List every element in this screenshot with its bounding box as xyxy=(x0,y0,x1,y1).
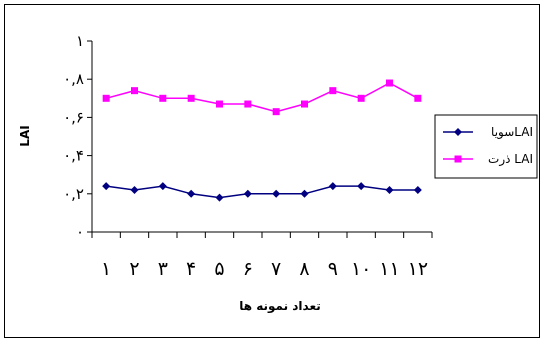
x-tick-label: ۱۲ xyxy=(408,258,428,280)
data-point xyxy=(158,182,167,191)
data-point xyxy=(243,189,252,198)
series-1 xyxy=(102,182,422,202)
x-tick-label: ۷ xyxy=(271,258,281,280)
data-point xyxy=(215,193,224,202)
legend-label: ذرت LAI xyxy=(488,152,533,167)
data-point xyxy=(300,189,309,198)
y-tick-label: ۰,۸ xyxy=(63,70,84,88)
data-point xyxy=(244,100,252,108)
legend: سویاLAI ذرت LAI xyxy=(434,114,538,179)
x-tick-label: ۲ xyxy=(129,258,139,280)
y-axis-title: LAI xyxy=(18,125,32,146)
data-point xyxy=(159,94,167,102)
data-point xyxy=(187,189,196,198)
y-tick-label: ۰,۴ xyxy=(63,147,84,165)
data-point xyxy=(329,87,337,95)
chart-frame: ۰ ۰,۲ ۰,۴ ۰,۶ ۰,۸ ۱ ۱ ۲ ۳ ۴ ۵ ۶ ۷ ۸ ۹ ۱۰ ۱۱ ۱۲ LAI تعداد… xyxy=(4,4,540,338)
data-point xyxy=(102,182,111,191)
data-point xyxy=(131,87,138,95)
x-tick-label: ۸ xyxy=(299,258,309,280)
y-tick-label: ۰ xyxy=(76,223,84,241)
x-tick-label: ۵ xyxy=(214,258,224,280)
y-tick-label: ۰,۲ xyxy=(63,185,84,203)
data-point xyxy=(413,185,422,194)
legend-item: سویاLAI xyxy=(443,125,533,140)
x-tick-label: ۱۱ xyxy=(379,258,399,280)
data-point xyxy=(385,185,394,194)
legend-marker xyxy=(454,155,462,163)
data-point xyxy=(187,94,195,102)
x-tick-label: ۳ xyxy=(158,258,168,280)
y-tick-label: ۰,۶ xyxy=(63,108,84,126)
legend-box xyxy=(434,114,538,179)
data-point xyxy=(272,189,281,198)
x-axis-title: تعداد نمونه ها xyxy=(239,299,321,314)
data-point xyxy=(386,79,393,87)
data-point xyxy=(328,182,337,191)
line-chart: ۰۰,۲۰,۴۰,۶۰,۸۱ ۱ ۲ ۳ ۴ ۵ ۶ ۷ ۸ ۹ ۱۰ ۱۱ ۱۲ LAI تعداد… xyxy=(18,32,538,314)
series-line xyxy=(106,185,418,199)
x-tick-label: ۹ xyxy=(328,258,338,280)
data-point xyxy=(272,108,280,116)
data-point xyxy=(357,182,366,191)
series-line xyxy=(105,82,419,113)
y-tick-label: ۱ xyxy=(76,32,84,50)
data-point xyxy=(301,100,308,108)
series-2 xyxy=(102,79,422,116)
data-point xyxy=(414,94,422,102)
legend-marker xyxy=(454,128,462,136)
x-tick-label: ۶ xyxy=(243,258,253,280)
data-point xyxy=(130,185,139,194)
x-tick-label: ۱ xyxy=(101,258,111,280)
data-point xyxy=(102,94,110,102)
data-point xyxy=(216,100,223,108)
x-tick-label: ۴ xyxy=(186,258,196,280)
x-tick-label: ۱۰ xyxy=(351,258,371,280)
legend-item: ذرت LAI xyxy=(443,152,533,167)
data-point xyxy=(357,94,365,102)
legend-label: سویاLAI xyxy=(491,125,533,140)
